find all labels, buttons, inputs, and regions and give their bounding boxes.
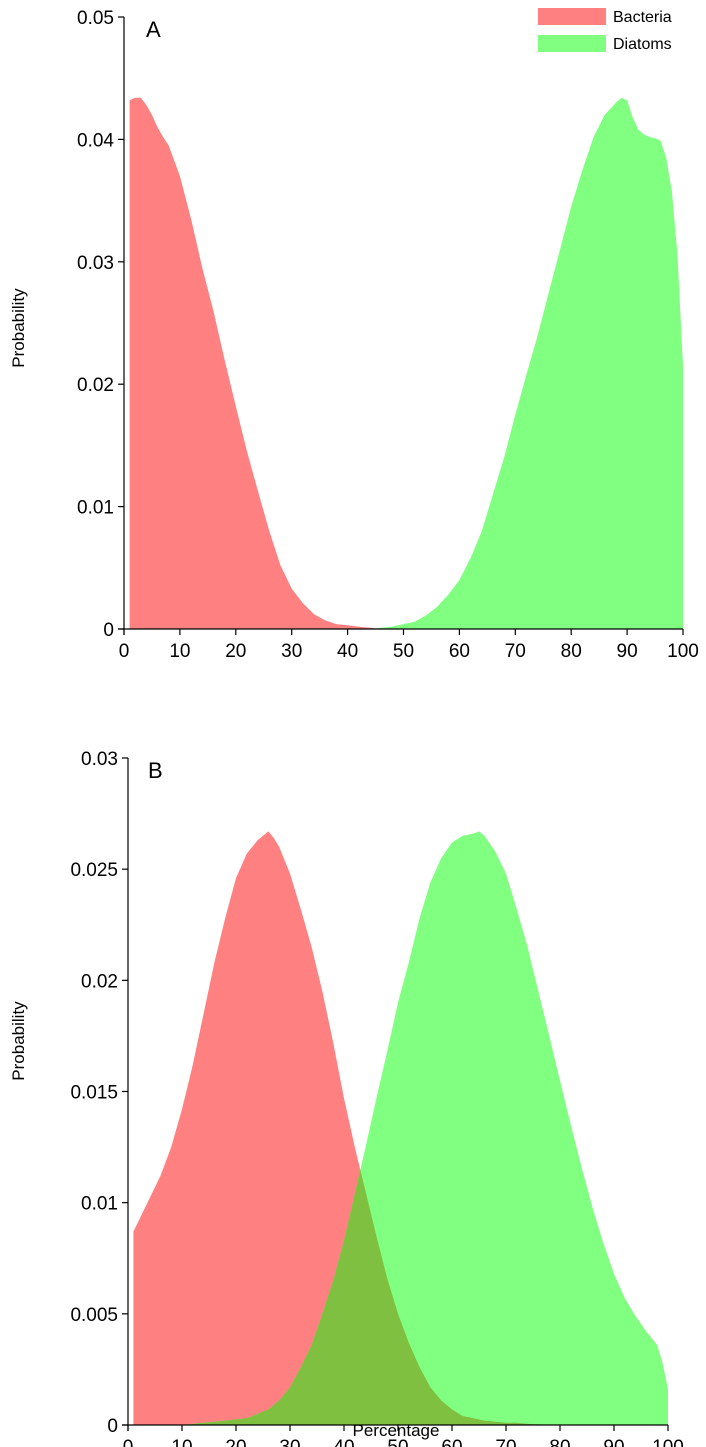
legend-swatch-diatoms: [538, 35, 606, 52]
panel-a-chart: 0 10 20 30 40 50 60 70 80 90 100 0 0.01 0.02 0.03 0.04 0…: [9, 8, 699, 662]
panel-a-ylabel: Probability: [9, 288, 28, 368]
panel-a-legend: Bacteria Diatoms: [538, 8, 672, 53]
panel-a-x-tick-label: 80: [561, 641, 582, 662]
panel-b-y-tick-label: 0.025: [70, 860, 118, 881]
panel-a-y-tick-label: 0.05: [77, 8, 114, 29]
panel-b-area-bacteria: [133, 831, 560, 1425]
panel-a-y-tick-label: 0.01: [77, 498, 114, 519]
panel-b-y-tick-label: 0.015: [70, 1083, 118, 1104]
panel-a-y-tick-label: 0.02: [77, 375, 114, 396]
panel-b-x-tick-label: 10: [171, 1437, 192, 1447]
panel-a-areas: [129, 97, 683, 630]
panel-b-xlabel: Percentage: [353, 1421, 440, 1440]
panel-a-area-diatoms: [370, 97, 683, 630]
panel-a-x-tick-label: 100: [667, 641, 699, 662]
panel-b-y-tick-label: 0.02: [81, 971, 118, 992]
panel-a-x-tick-label: 60: [449, 641, 470, 662]
panel-b-x-tick-label: 0: [123, 1437, 134, 1447]
panel-a-axes: 0 10 20 30 40 50 60 70 80 90 100 0 0.01 0.02 0.03 0.04 0…: [77, 8, 699, 662]
panel-b-y-tick-label: 0.005: [70, 1305, 118, 1326]
panel-b-y-tick-label: 0: [107, 1416, 118, 1437]
panel-a-x-tick-label: 20: [225, 641, 246, 662]
panel-a-letter: A: [146, 17, 161, 42]
panel-a-x-tick-label: 0: [119, 641, 130, 662]
panel-b-x-tick-label: 90: [603, 1437, 624, 1447]
panel-b-axes: 0 10 20 30 40 50 60 70 80 90 100 0 0.005 0.01 0.015 0.0…: [70, 749, 683, 1447]
panel-a-x-tick-label: 10: [169, 641, 190, 662]
panel-b-x-tick-label: 100: [652, 1437, 684, 1447]
panel-b-y-tick-label: 0.03: [81, 749, 118, 770]
panel-b-chart: 0 10 20 30 40 50 60 70 80 90 100 0 0.005 0.01 0.015 0.0…: [9, 749, 684, 1447]
panel-b-letter: B: [148, 758, 163, 783]
panel-b-y-tick-label: 0.01: [81, 1194, 118, 1215]
panel-a-y-tick-label: 0.04: [77, 130, 114, 151]
panel-a-x-tick-label: 70: [505, 641, 526, 662]
panel-b-ylabel: Probability: [9, 1001, 28, 1081]
panel-a-x-tick-label: 30: [281, 641, 302, 662]
panel-b-area-diatoms: [182, 831, 668, 1425]
panel-a-x-tick-label: 50: [393, 641, 414, 662]
panel-b-x-tick-label: 80: [549, 1437, 570, 1447]
panel-a-area-bacteria: [129, 97, 382, 630]
panel-a-x-tick-label: 40: [337, 641, 358, 662]
panel-b-x-tick-label: 70: [495, 1437, 516, 1447]
panel-b-x-tick-label: 30: [279, 1437, 300, 1447]
panel-a-x-tick-label: 90: [617, 641, 638, 662]
panel-b-x-tick-label: 50: [387, 1437, 408, 1447]
panel-b-x-tick-label: 60: [441, 1437, 462, 1447]
panel-b-areas: [133, 831, 668, 1425]
legend-swatch-bacteria: [538, 8, 606, 25]
panel-a-y-tick-label: 0.03: [77, 253, 114, 274]
panel-a-y-tick-label: 0: [103, 620, 114, 641]
legend-label-diatoms: Diatoms: [613, 36, 672, 53]
legend-label-bacteria: Bacteria: [613, 9, 672, 26]
panel-b-x-tick-label: 20: [225, 1437, 246, 1447]
panel-b-x-tick-label: 40: [333, 1437, 354, 1447]
